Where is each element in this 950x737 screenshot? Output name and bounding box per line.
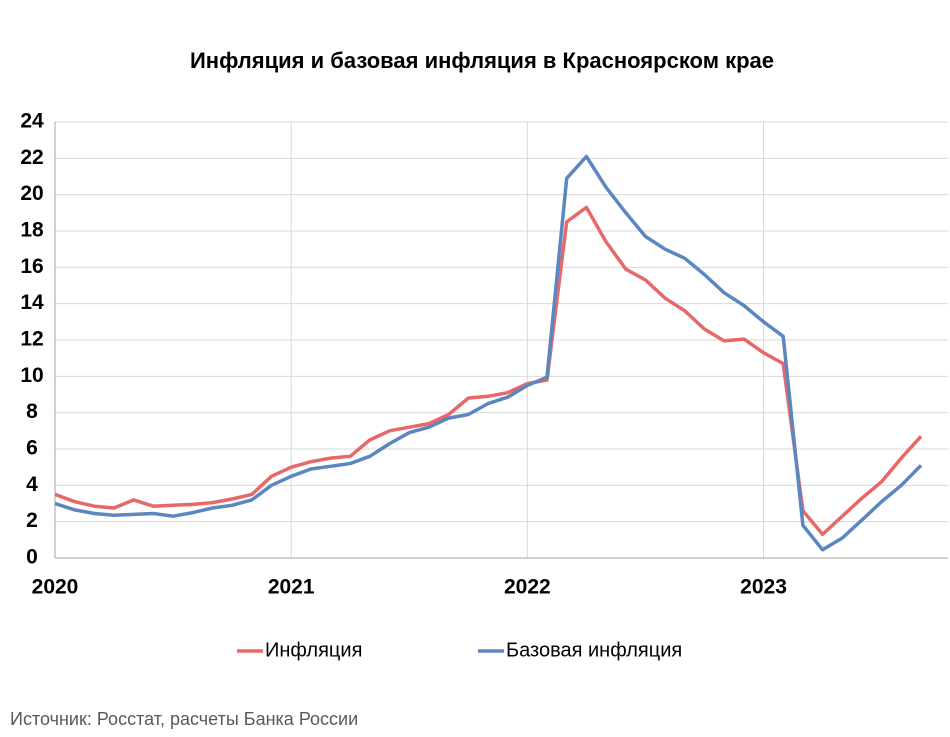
line-series	[54, 205, 923, 537]
y-tick-label: 24	[20, 110, 44, 133]
legend-label: Базовая инфляция	[506, 639, 682, 661]
y-tick-label: 16	[20, 255, 43, 278]
y-tick-label: 4	[26, 473, 38, 496]
y-tick-label: 18	[20, 219, 44, 242]
legend-label: Инфляция	[265, 639, 362, 661]
y-tick-label: 12	[20, 328, 43, 351]
y-tick-label: 20	[20, 182, 43, 205]
x-tick-label: 2023	[740, 576, 787, 599]
x-tick-label: 2020	[32, 576, 79, 599]
y-tick-label: 10	[20, 364, 43, 387]
chart-title: Инфляция и базовая инфляция в Красноярск…	[190, 48, 774, 73]
x-tick-label: 2022	[504, 576, 551, 599]
source-note: Источник: Росстат, расчеты Банка России	[10, 709, 358, 729]
y-tick-label: 14	[20, 291, 44, 314]
y-tick-label: 2	[26, 509, 38, 532]
y-tick-label: 22	[20, 146, 43, 169]
x-tick-label: 2021	[268, 576, 315, 599]
y-tick-label: 6	[26, 437, 38, 460]
y-tick-label: 0	[26, 546, 38, 569]
line-series	[54, 154, 923, 552]
y-tick-label: 8	[26, 400, 38, 423]
